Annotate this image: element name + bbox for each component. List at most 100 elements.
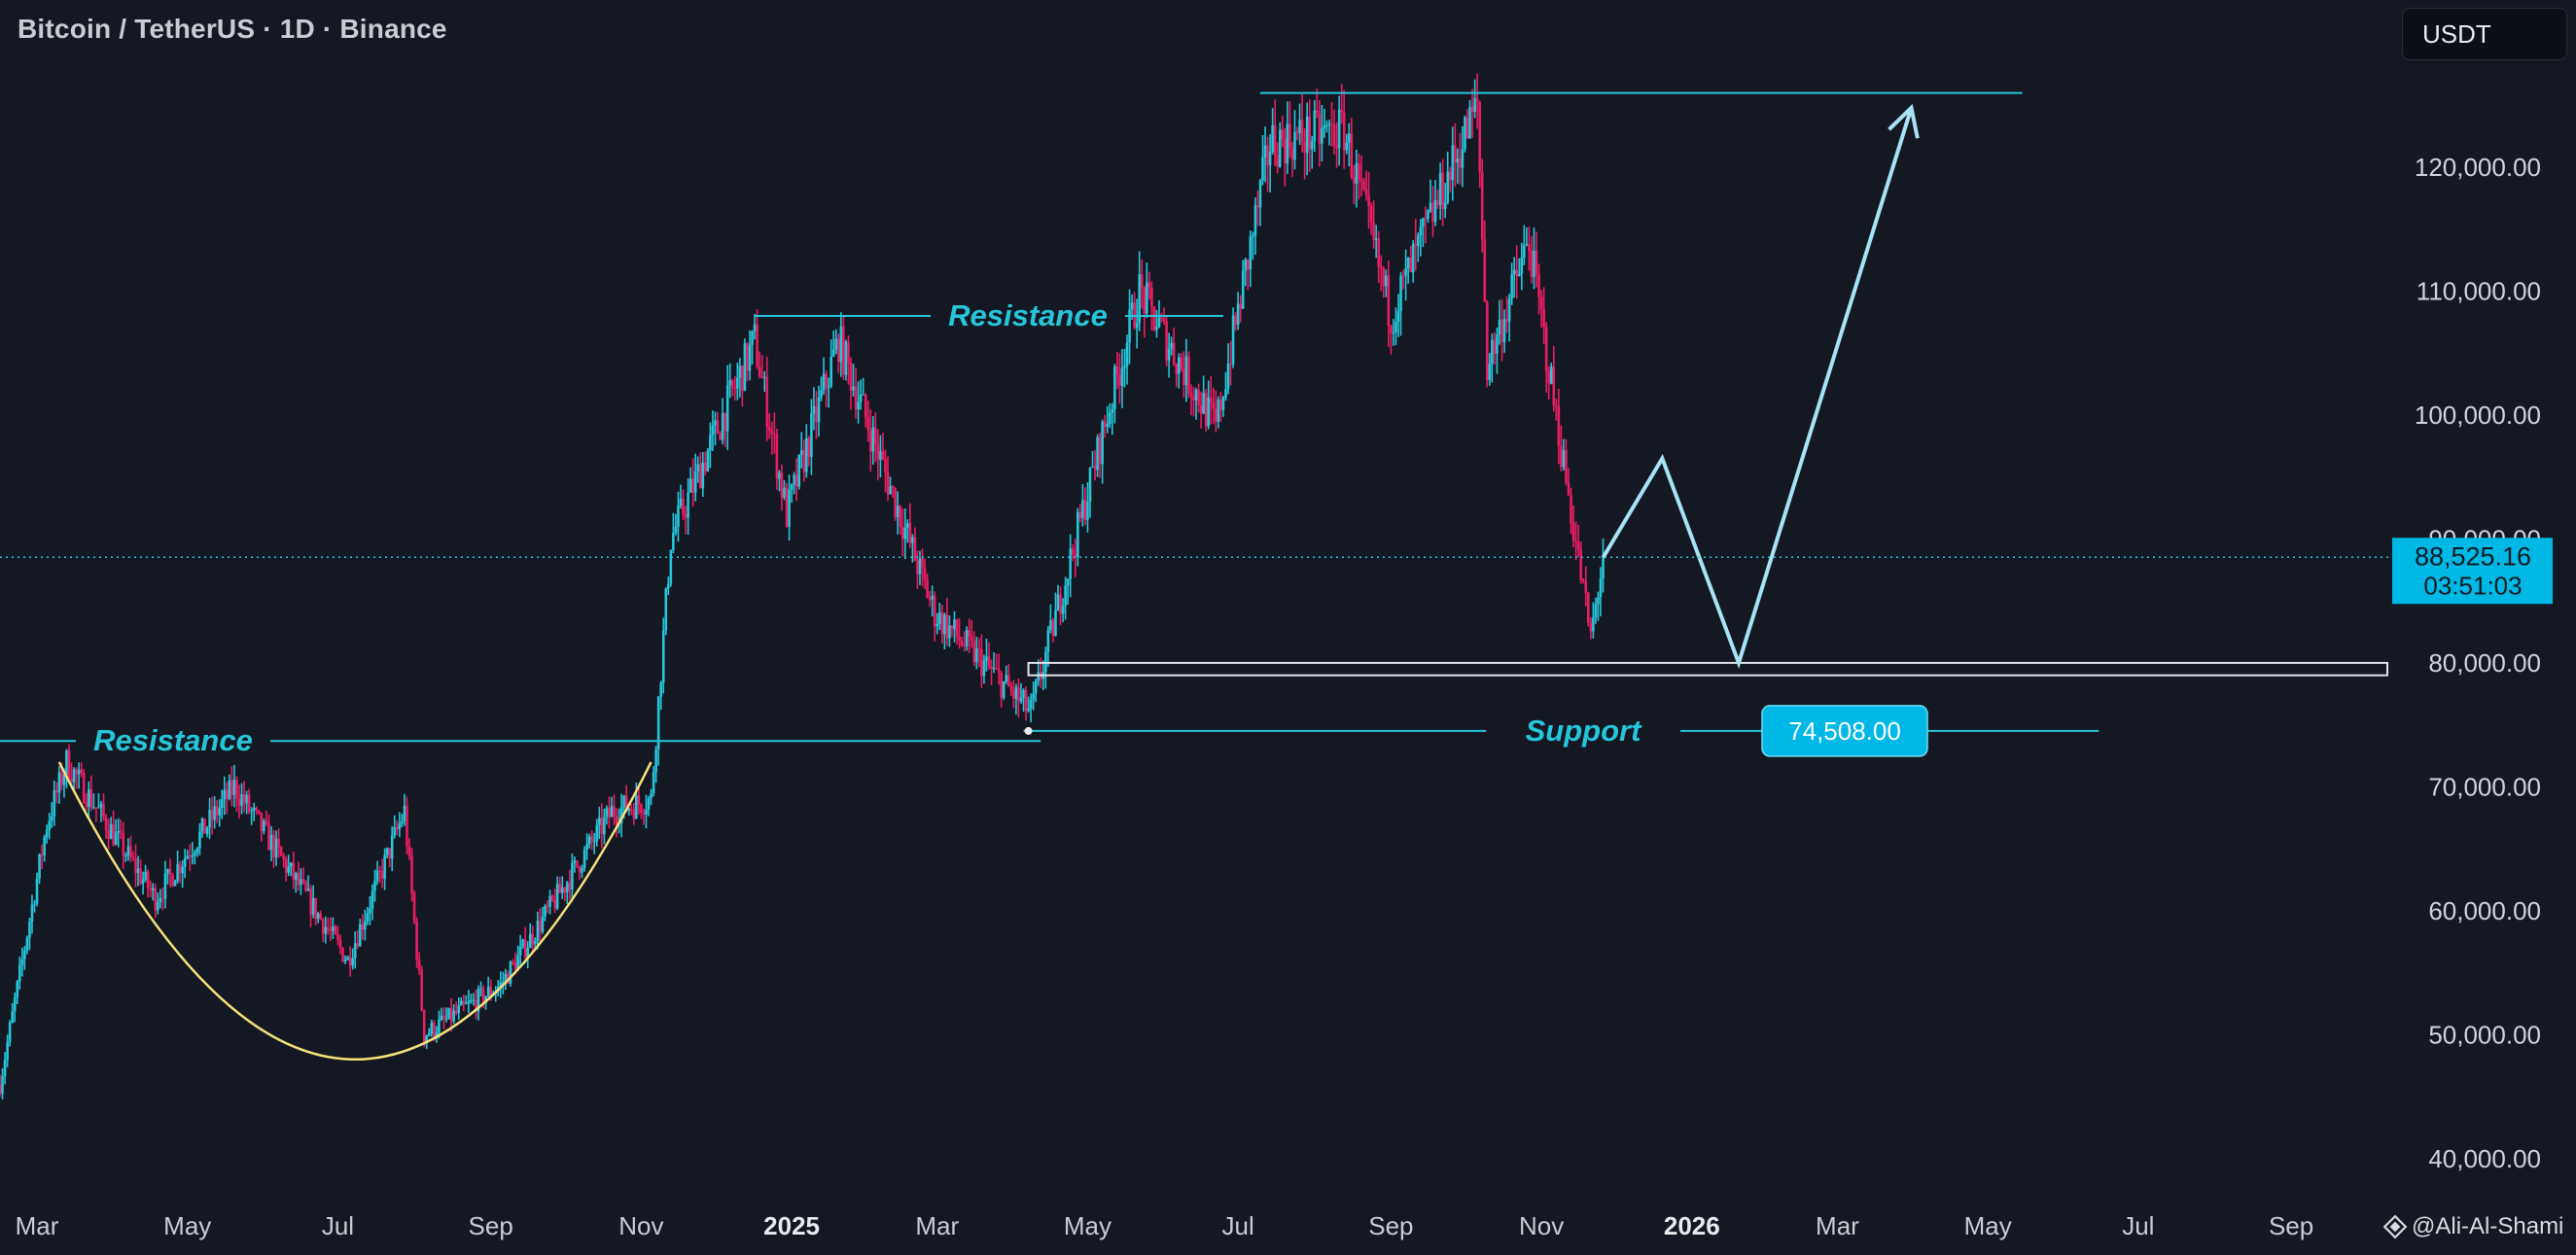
candle-body — [666, 583, 670, 589]
candle-body — [534, 941, 537, 945]
candle-body — [1231, 315, 1235, 365]
candle-body — [173, 881, 177, 887]
candle-body — [311, 897, 315, 915]
candle-body — [810, 413, 813, 457]
candle-body — [159, 897, 162, 903]
candle-body — [982, 660, 986, 677]
candle-body — [613, 806, 616, 818]
candle-body — [226, 789, 229, 799]
candle-body — [136, 868, 140, 874]
candle-body — [1345, 142, 1349, 151]
candle-body — [454, 1010, 458, 1014]
candle-body — [741, 366, 744, 392]
candle-body — [1385, 275, 1388, 287]
candle-body — [122, 832, 125, 856]
x-tick-label: May — [1064, 1211, 1112, 1240]
candle-body — [257, 810, 261, 814]
candle-body — [1143, 288, 1147, 314]
candle-body — [911, 537, 914, 543]
candle-body — [1325, 124, 1328, 126]
candle-body — [831, 349, 835, 358]
candle-body — [1172, 342, 1176, 365]
candle-body — [486, 987, 490, 996]
candle-body — [975, 648, 978, 663]
candle-body — [836, 338, 840, 363]
candle-body — [1054, 610, 1057, 637]
candle-body — [235, 780, 238, 800]
candle-body — [203, 818, 206, 834]
x-tick-label: Sep — [469, 1211, 513, 1240]
candle-body — [1517, 273, 1521, 277]
candle-body — [1086, 502, 1089, 520]
candle-body — [422, 1010, 426, 1042]
candle-body — [1427, 210, 1429, 220]
candle-body — [306, 889, 310, 891]
candle-body — [1, 1076, 4, 1095]
candle-body — [88, 788, 90, 807]
candle-body — [45, 829, 49, 838]
candle-body — [425, 1035, 429, 1042]
candle-body — [1493, 339, 1497, 354]
currency-button[interactable]: USDT — [2402, 8, 2567, 60]
candle-body — [396, 827, 399, 830]
candle-body — [1071, 548, 1075, 554]
candle-body — [462, 1000, 466, 1004]
candle-body — [361, 924, 365, 930]
candle-body — [516, 955, 519, 971]
candle-body — [1512, 269, 1516, 274]
candle-body — [1234, 315, 1237, 326]
candle-body — [210, 810, 214, 820]
candle-body — [899, 505, 901, 527]
candle-body — [346, 957, 349, 960]
candle-body — [1303, 142, 1306, 154]
candle-body — [1473, 98, 1476, 113]
candle-body — [1448, 171, 1452, 181]
candle-body — [415, 921, 418, 960]
candle-body — [1278, 129, 1282, 167]
candle-body — [1542, 308, 1545, 328]
candle-body — [521, 939, 524, 947]
candle-body — [1249, 236, 1253, 270]
candle-body — [1431, 202, 1434, 223]
candle-body — [995, 668, 998, 670]
candle-body — [775, 434, 779, 479]
candle-body — [25, 937, 29, 951]
candles — [0, 73, 1605, 1099]
candle-body — [573, 860, 577, 863]
candle-body — [608, 808, 611, 818]
candle-body — [237, 799, 241, 806]
candle-body — [619, 807, 623, 823]
candle-body — [1096, 436, 1099, 471]
candle-body — [866, 416, 870, 432]
candle-body — [11, 1011, 14, 1024]
candle-body — [104, 817, 108, 831]
candle-body — [72, 769, 76, 783]
candle-body — [1406, 258, 1410, 269]
candle-body — [1480, 171, 1484, 240]
candle-body — [198, 831, 201, 849]
candle-body — [1502, 319, 1506, 343]
candle-body — [624, 795, 628, 812]
candle-body — [1377, 238, 1381, 267]
candle-body — [200, 818, 204, 832]
candle-body — [82, 773, 86, 803]
candle-body — [321, 919, 325, 934]
candle-body — [684, 513, 688, 518]
candle-body — [637, 795, 641, 805]
candle-body — [528, 933, 532, 949]
candle-body — [723, 413, 726, 432]
y-tick-label: 50,000.00 — [2428, 1020, 2541, 1049]
candle-body — [1465, 117, 1469, 139]
candle-body — [191, 855, 194, 857]
candle-body — [1009, 686, 1013, 691]
candle-body — [659, 682, 662, 697]
candle-body — [879, 451, 882, 460]
projection-path — [1601, 107, 1914, 670]
candle-body — [1491, 339, 1494, 365]
candle-body — [134, 857, 137, 874]
candle-body — [1409, 258, 1412, 273]
candle-body — [716, 420, 720, 434]
support-zone — [1027, 661, 2388, 677]
candle-body — [1478, 101, 1481, 172]
